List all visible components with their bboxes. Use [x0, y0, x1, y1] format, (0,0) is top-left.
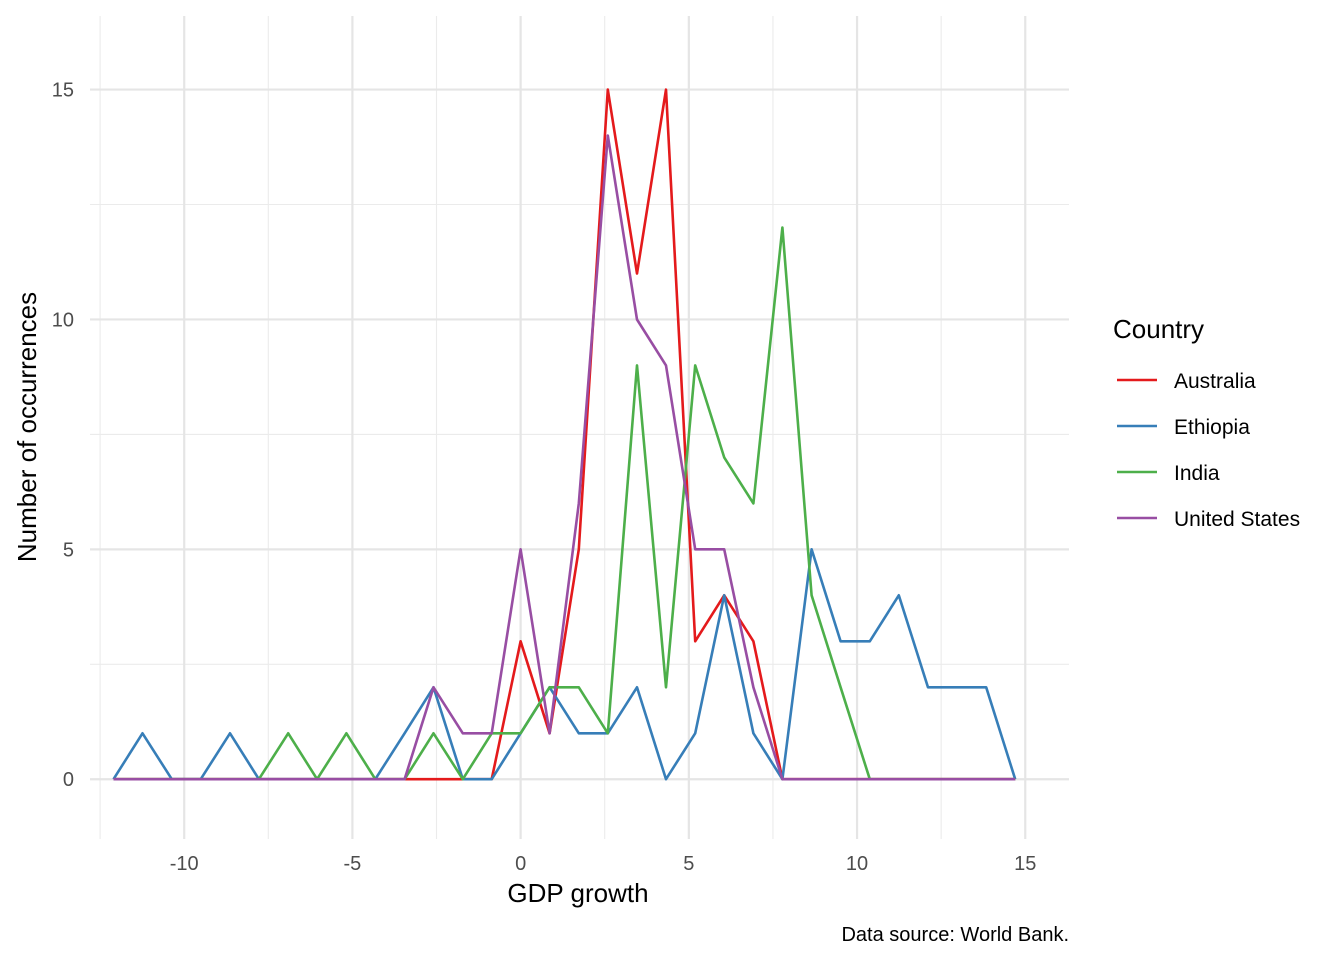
y-tick-label: 5 — [63, 539, 74, 561]
y-tick-label: 10 — [52, 309, 74, 331]
y-axis-title: Number of occurrences — [12, 292, 42, 562]
x-axis-title: GDP growth — [507, 878, 648, 908]
x-tick-label: 0 — [515, 853, 526, 875]
series-line-india — [113, 226, 1016, 781]
legend-items: Australia Ethiopia India United States — [1117, 370, 1300, 531]
legend-label-australia: Australia — [1174, 370, 1256, 393]
y-tick-label: 0 — [63, 769, 74, 791]
legend-label-united-states: United States — [1174, 508, 1300, 531]
minor-gridlines — [90, 16, 1069, 839]
x-tick-label: -5 — [344, 853, 362, 875]
series-lines — [112, 88, 1017, 781]
legend-label-ethiopia: Ethiopia — [1174, 416, 1250, 439]
x-tick-label: -10 — [170, 853, 199, 875]
legend-label-india: India — [1174, 462, 1220, 485]
y-tick-label: 15 — [52, 80, 74, 102]
y-tick-labels: 0 5 10 15 — [52, 80, 74, 792]
x-tick-label: 5 — [683, 853, 694, 875]
x-tick-label: 10 — [846, 853, 868, 875]
x-tick-labels: -10 -5 0 5 10 15 — [170, 853, 1037, 875]
x-tick-label: 15 — [1014, 853, 1036, 875]
legend: Country Australia Ethiopia India United Sta… — [1113, 314, 1300, 531]
major-gridlines — [90, 16, 1069, 839]
series-line-united-states — [113, 134, 1016, 781]
legend-title: Country — [1113, 314, 1204, 344]
caption: Data source: World Bank. — [841, 924, 1069, 946]
